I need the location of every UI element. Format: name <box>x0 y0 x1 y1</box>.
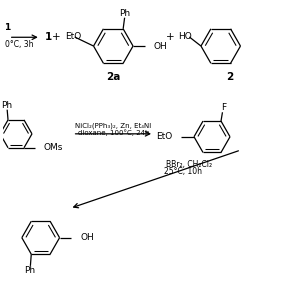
Text: EtO: EtO <box>65 32 82 41</box>
Text: OMs: OMs <box>44 143 63 152</box>
Text: 1: 1 <box>44 32 51 42</box>
Text: 0°C, 3h: 0°C, 3h <box>5 39 33 49</box>
Text: BBr₂, CH₂Cl₂: BBr₂, CH₂Cl₂ <box>166 160 212 169</box>
Text: NiCl₂(PPh₃)₂, Zn, Et₄NI: NiCl₂(PPh₃)₂, Zn, Et₄NI <box>75 123 151 129</box>
Text: 25°C, 10h: 25°C, 10h <box>164 167 202 176</box>
Text: 2: 2 <box>226 72 234 82</box>
Text: F: F <box>221 103 226 112</box>
Text: +: + <box>52 32 61 42</box>
Text: 1: 1 <box>4 23 11 31</box>
Text: 2a: 2a <box>106 72 121 82</box>
Text: Ph: Ph <box>119 9 130 18</box>
Text: Ph: Ph <box>24 266 35 275</box>
Text: dioxane, 100°C, 24h: dioxane, 100°C, 24h <box>78 130 149 136</box>
Text: HO: HO <box>179 32 192 41</box>
Text: Ph: Ph <box>1 101 13 110</box>
Text: +: + <box>166 32 174 42</box>
Text: EtO: EtO <box>156 132 172 141</box>
Text: OH: OH <box>81 233 94 242</box>
Text: OH: OH <box>153 41 167 51</box>
